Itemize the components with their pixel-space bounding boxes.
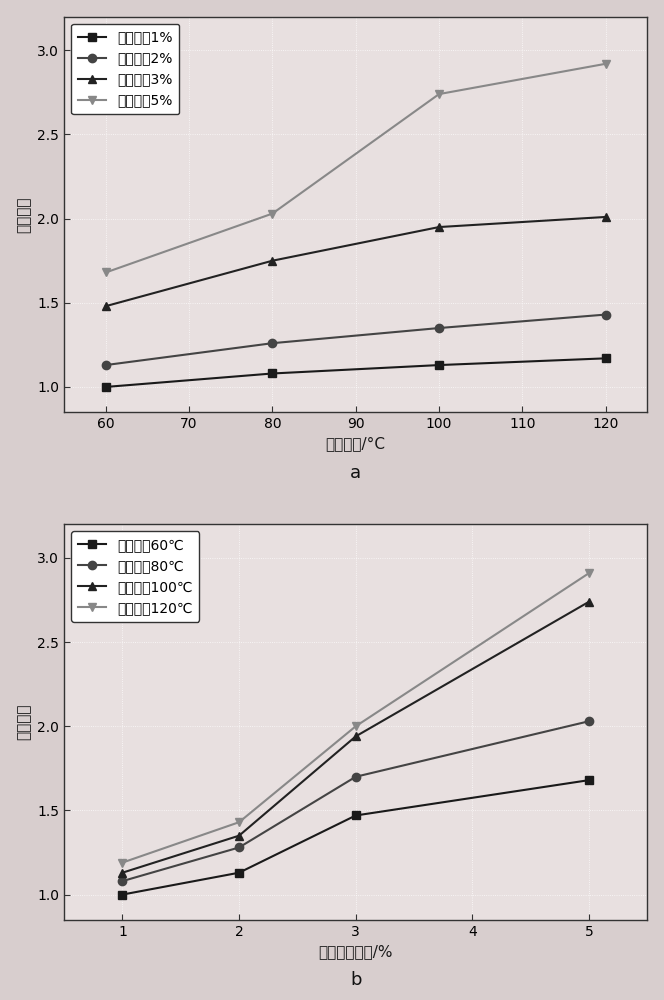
X-axis label: 纸中水分含量/%: 纸中水分含量/% (319, 944, 393, 959)
水分含量3% (268, 255, 276, 267)
Legend: 水分含量1%, 水分含量2%, 水分含量3%, 水分含量5%: 水分含量1%, 水分含量2%, 水分含量3%, 水分含量5% (71, 24, 179, 114)
水分含量2% (268, 337, 276, 349)
Legend: 试验温度60℃, 试验温度80℃, 试验温度100℃, 试验温度120℃: 试验温度60℃, 试验温度80℃, 试验温度100℃, 试验温度120℃ (71, 531, 199, 622)
Line: 水分含量5%: 水分含量5% (102, 60, 610, 277)
试验温度100℃ (585, 596, 593, 608)
水分含量1% (268, 367, 276, 379)
水分含量1% (435, 359, 443, 371)
Line: 水分含量1%: 水分含量1% (102, 354, 610, 391)
水分含量1% (602, 352, 610, 364)
水分含量2% (602, 309, 610, 321)
Line: 试验温度120℃: 试验温度120℃ (118, 569, 593, 867)
Text: a: a (350, 464, 361, 482)
水分含量2% (102, 359, 110, 371)
X-axis label: 试验温度/°C: 试验温度/°C (326, 437, 386, 452)
试验温度120℃ (352, 720, 360, 732)
水分含量5% (102, 266, 110, 278)
试验温度60℃ (118, 889, 126, 901)
Text: b: b (350, 971, 361, 989)
水分含量5% (268, 208, 276, 220)
水分含量1% (102, 381, 110, 393)
试验温度60℃ (585, 774, 593, 786)
试验温度120℃ (235, 816, 243, 828)
Line: 试验温度60℃: 试验温度60℃ (118, 776, 593, 899)
水分含量5% (435, 88, 443, 100)
Y-axis label: 加速因子: 加速因子 (17, 704, 32, 740)
水分含量3% (102, 300, 110, 312)
水分含量2% (435, 322, 443, 334)
水分含量3% (435, 221, 443, 233)
试验温度80℃ (235, 841, 243, 853)
试验温度60℃ (235, 867, 243, 879)
试验温度80℃ (118, 875, 126, 887)
试验温度100℃ (235, 830, 243, 842)
水分含量5% (602, 58, 610, 70)
水分含量3% (602, 211, 610, 223)
试验温度100℃ (118, 867, 126, 879)
试验温度60℃ (352, 809, 360, 821)
Line: 水分含量3%: 水分含量3% (102, 213, 610, 310)
Y-axis label: 加速因子: 加速因子 (17, 196, 32, 233)
试验温度100℃ (352, 730, 360, 742)
试验温度120℃ (118, 857, 126, 869)
Line: 试验温度100℃: 试验温度100℃ (118, 598, 593, 877)
试验温度120℃ (585, 567, 593, 579)
Line: 水分含量2%: 水分含量2% (102, 310, 610, 369)
Line: 试验温度80℃: 试验温度80℃ (118, 717, 593, 885)
试验温度80℃ (585, 715, 593, 727)
试验温度80℃ (352, 771, 360, 783)
